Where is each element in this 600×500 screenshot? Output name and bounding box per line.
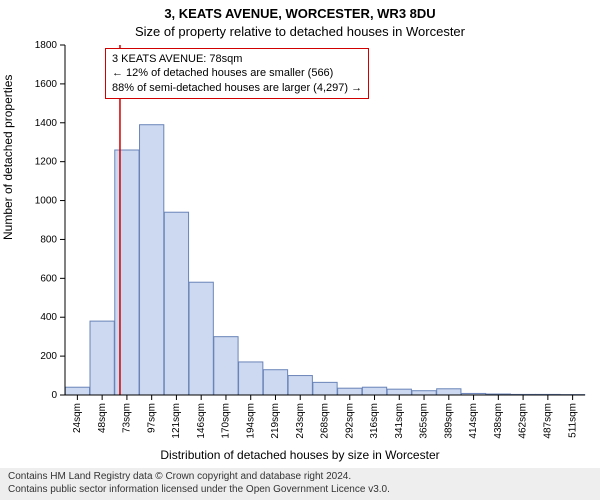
footer-line2: Contains public sector information licen… [8, 484, 592, 497]
xtick-label: 341sqm [394, 403, 405, 439]
bar [338, 388, 362, 395]
xtick-label: 243sqm [295, 403, 306, 439]
ytick-label: 800 [40, 234, 57, 245]
xtick-label: 389sqm [443, 403, 454, 439]
ytick-label: 200 [40, 351, 57, 362]
ytick-label: 600 [40, 273, 57, 284]
callout-line1: 3 KEATS AVENUE: 78sqm [112, 52, 362, 66]
ytick-label: 1000 [35, 196, 58, 207]
bar [65, 387, 89, 395]
bar [214, 337, 238, 395]
bar [263, 370, 287, 395]
ytick-label: 1800 [35, 40, 58, 51]
xtick-label: 365sqm [419, 403, 430, 439]
xtick-label: 219sqm [270, 403, 281, 439]
chart-container: 3, KEATS AVENUE, WORCESTER, WR3 8DU Size… [0, 0, 600, 500]
bar [140, 125, 164, 395]
bar [313, 382, 337, 395]
footer-attribution: Contains HM Land Registry data © Crown c… [0, 468, 600, 500]
xtick-label: 268sqm [320, 403, 331, 439]
bar [90, 321, 114, 395]
xtick-label: 73sqm [122, 403, 133, 433]
bar [239, 362, 263, 395]
xtick-label: 121sqm [171, 403, 182, 439]
bar [387, 389, 411, 395]
bar [412, 391, 436, 395]
xtick-label: 414sqm [468, 403, 479, 439]
bar [362, 387, 386, 395]
bar [288, 376, 312, 395]
x-axis-label: Distribution of detached houses by size … [0, 448, 600, 462]
xtick-label: 170sqm [221, 403, 232, 439]
bar [189, 282, 213, 395]
callout-box: 3 KEATS AVENUE: 78sqm ← 12% of detached … [105, 48, 369, 99]
xtick-label: 487sqm [542, 403, 553, 439]
ytick-label: 0 [51, 390, 57, 401]
footer-line1: Contains HM Land Registry data © Crown c… [8, 471, 592, 484]
callout-line3: 88% of semi-detached houses are larger (… [112, 81, 362, 95]
bar [164, 212, 188, 395]
xtick-label: 97sqm [146, 403, 157, 433]
xtick-label: 292sqm [344, 403, 355, 439]
ytick-label: 400 [40, 312, 57, 323]
xtick-label: 511sqm [567, 403, 578, 438]
ytick-label: 1600 [35, 79, 58, 90]
xtick-label: 146sqm [196, 403, 207, 439]
xtick-label: 462sqm [518, 403, 529, 439]
xtick-label: 438sqm [493, 403, 504, 439]
callout-line2: ← 12% of detached houses are smaller (56… [112, 66, 362, 80]
ytick-label: 1200 [35, 157, 58, 168]
ytick-label: 1400 [35, 118, 58, 129]
xtick-label: 194sqm [245, 403, 256, 439]
xtick-label: 48sqm [97, 403, 108, 433]
xtick-label: 24sqm [72, 403, 83, 433]
bar [437, 389, 461, 395]
xtick-label: 316sqm [369, 403, 380, 439]
bar [115, 150, 139, 395]
